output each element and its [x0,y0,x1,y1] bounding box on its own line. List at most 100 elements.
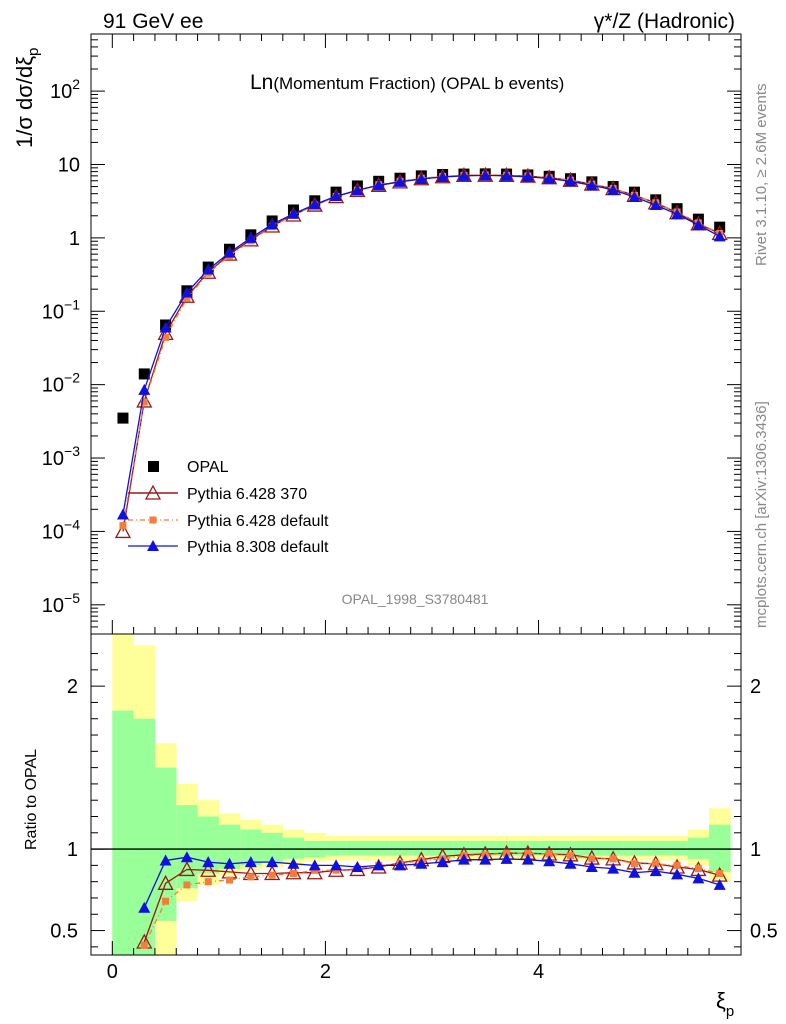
x-axis-label-sub: p [726,1003,734,1020]
y-tick-label-base: 10 [42,375,64,397]
ratio-series-point-2 [521,853,534,865]
rivet-version-label: Rivet 3.1.10, ≥ 2.6M events [753,84,770,267]
ratio-series-point-2 [692,872,705,884]
plot-title-rest: (Momentum Fraction) (OPAL b events) [273,74,564,93]
main-series-point-3 [244,231,257,243]
ratio-series-point-2 [457,853,470,865]
main-series-point-2 [119,522,127,530]
ratio-series-point-2 [180,851,193,863]
y-tick-label-ratio: 2 [67,676,78,698]
band-green-bin [325,840,348,856]
y-tick-label-main: 10−1 [42,296,80,323]
band-green-bin [666,840,689,856]
main-series-point-3 [543,172,556,184]
ratio-series-point-2 [585,861,598,873]
y-tick-label-base: 10 [42,448,64,470]
main-series-point-3 [521,170,534,182]
main-series-point-3 [585,179,598,191]
main-series-point-2 [183,294,191,302]
ratio-series-point-1 [694,865,702,873]
band-green-bin [368,840,390,856]
main-series-point-3 [308,198,321,210]
y-tick-label-main: 1 [69,228,80,250]
plot-title-main: Ln [250,71,273,94]
ratio-series-point-2 [202,856,215,868]
ratio-series-point-2 [159,854,172,866]
band-green-bin [112,710,134,955]
legend-label-pythia6-default: Pythia 6.428 default [187,513,329,530]
ratio-series-point-1 [716,870,724,878]
legend-label-pythia8: Pythia 8.308 default [187,539,329,556]
band-green-bin [240,829,262,866]
y-tick-label-ratio-right: 2 [750,676,761,698]
main-series-point-0 [117,412,129,424]
y-tick-label-exp: −5 [64,590,80,606]
ratio-series-point-2 [415,857,428,869]
main-series-point-0 [138,368,150,380]
ratio-uncertainty-bands [112,634,731,955]
main-series-point-3 [415,172,428,184]
y-tick-label-ratio-right: 1 [750,839,761,861]
main-series-point-3 [500,169,513,181]
main-series-point-3 [116,508,129,520]
legend: OPAL Pythia 6.428 370 Pythia 6.428 defau… [128,459,329,556]
ratio-plot-frame [90,633,742,956]
ratio-series-point-1 [588,855,596,863]
ratio-series-point-0 [157,874,174,890]
band-green-bin [517,840,539,856]
ratio-series-point-2 [500,852,513,864]
y-tick-label-exp: −4 [64,516,80,532]
x-tick-label: 0 [107,961,118,983]
band-green-bin [623,840,646,856]
band-green-bin [389,840,411,856]
band-green-bin [431,840,454,856]
main-series-point-3 [330,190,343,202]
main-series-point-3 [628,191,641,203]
ratio-series-point-2 [266,856,279,868]
main-series-point-3 [649,199,662,211]
legend-marker-opal [148,461,159,472]
main-series-point-3 [223,246,236,258]
main-series-point-3 [138,383,151,395]
ratio-series-point-2 [308,859,321,871]
ratio-series-point-2 [287,857,300,869]
y-tick-label-exp: −3 [64,443,80,459]
main-series-point-1 [114,523,132,539]
main-plot-frame [90,33,742,635]
band-green-bin [410,840,433,856]
ratio-series-point-2 [330,859,343,871]
y-tick-label-main: 10 [58,154,80,176]
main-series-point-3 [692,218,705,230]
ratio-series-line-2 [143,856,720,908]
x-tick-label: 4 [533,961,544,983]
y-tick-label-main: 10−3 [42,443,80,470]
y-tick-label-exp: 2 [72,76,80,92]
ratio-series-point-2 [649,865,662,877]
x-axis-label-text: ξ [716,988,726,1013]
ratio-series-point-1 [630,860,638,868]
legend-label-pythia6-370: Pythia 6.428 370 [187,486,307,503]
band-green-bin [495,840,518,856]
main-series-point-2 [162,333,170,341]
main-y-axis-label-text: 1/σ dσ/dξ [12,56,37,148]
main-series-point-3 [394,175,407,187]
y-tick-label-base: 10 [42,301,64,323]
main-series-point-3 [202,263,215,275]
main-series-point-3 [671,208,684,220]
ratio-y-axis-label: Ratio to OPAL [23,749,40,850]
band-green-bin [282,837,305,859]
ratio-series-point-0 [178,861,195,877]
y-tick-label-base: 10 [42,595,64,617]
band-green-bin [687,837,710,859]
y-tick-label-ratio: 1 [67,839,78,861]
data-series [114,166,728,949]
main-series-point-3 [159,321,172,333]
ratio-series-point-2 [223,857,236,869]
ratio-series-point-1 [673,861,681,869]
band-green-bin [197,816,220,874]
ratio-series-point-2 [607,862,620,874]
y-tick-label-main: 10−2 [42,370,80,397]
band-green-bin [346,840,369,856]
ratio-series-point-2 [479,853,492,865]
